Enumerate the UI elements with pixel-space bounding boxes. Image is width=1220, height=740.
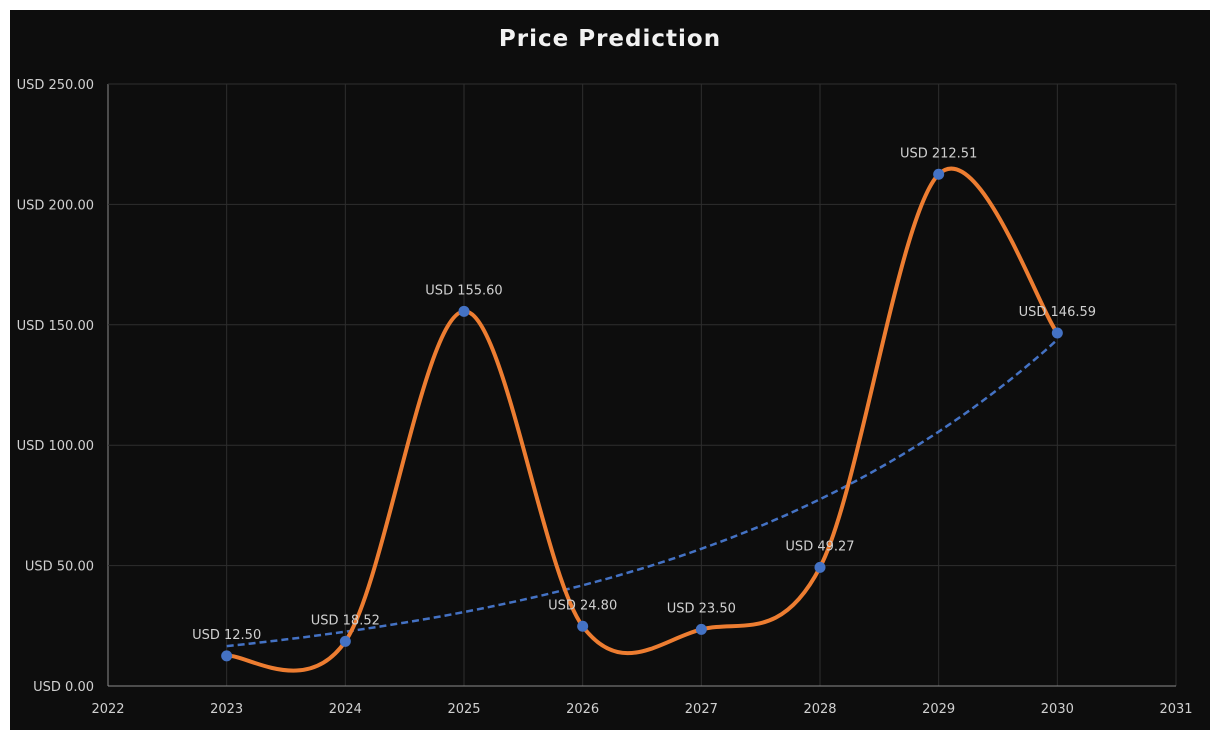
x-tick-label: 2022 (91, 702, 124, 717)
price-line (224, 166, 1060, 673)
y-tick-label: USD 50.00 (25, 560, 94, 575)
x-tick-label: 2024 (329, 702, 362, 717)
data-label: USD 49.27 (785, 539, 854, 554)
data-label: USD 146.59 (1019, 305, 1096, 320)
x-tick-label: 2025 (447, 702, 480, 717)
x-tick-label: 2027 (685, 702, 718, 717)
data-label: USD 155.60 (425, 283, 502, 298)
x-tick-label: 2029 (922, 702, 955, 717)
x-tick-label: 2028 (803, 702, 836, 717)
data-point (339, 635, 351, 647)
x-tick-label: 2030 (1041, 702, 1074, 717)
y-tick-label: USD 100.00 (17, 439, 94, 454)
data-label: USD 12.50 (192, 628, 261, 643)
data-label: USD 212.51 (900, 146, 977, 161)
x-tick-label: 2026 (566, 702, 599, 717)
y-tick-label: USD 0.00 (33, 680, 94, 695)
data-point (458, 305, 470, 317)
data-point (695, 623, 707, 635)
chart-background (10, 10, 1210, 730)
data-label: USD 24.80 (548, 598, 617, 613)
data-label: USD 23.50 (667, 601, 736, 616)
data-point (221, 650, 233, 662)
y-tick-label: USD 150.00 (17, 319, 94, 334)
data-point (814, 561, 826, 573)
data-point (577, 620, 589, 632)
data-label: USD 18.52 (311, 613, 380, 628)
y-tick-label: USD 250.00 (17, 78, 94, 93)
x-tick-label: 2023 (210, 702, 243, 717)
x-tick-label: 2031 (1159, 702, 1192, 717)
data-point (1051, 327, 1063, 339)
chart-title: Price Prediction (498, 26, 722, 52)
data-point (933, 168, 945, 180)
trendline (226, 338, 1059, 648)
y-tick-label: USD 200.00 (17, 198, 94, 213)
